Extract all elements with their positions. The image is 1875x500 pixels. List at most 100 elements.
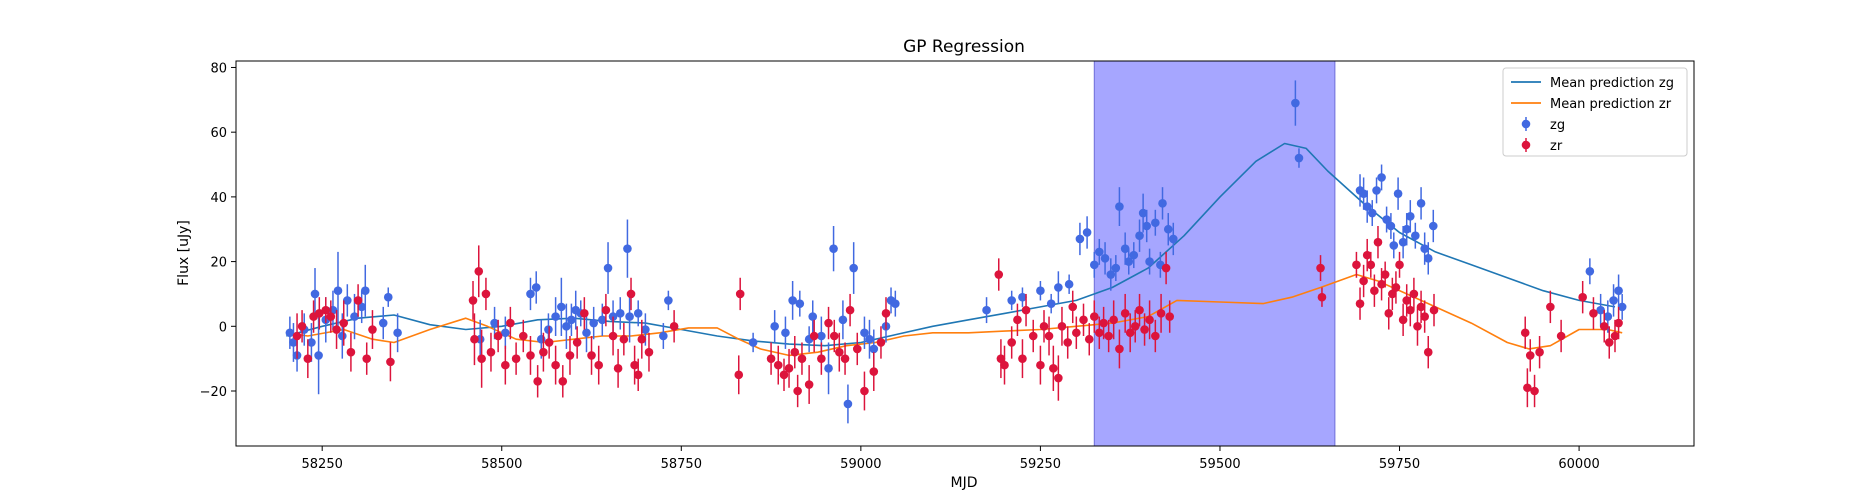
- point-zr: [587, 351, 596, 360]
- point-zg: [1406, 211, 1415, 221]
- point-zg: [808, 312, 818, 321]
- point-zr: [835, 347, 844, 357]
- point-zg: [829, 244, 838, 253]
- point-zg: [1054, 283, 1063, 292]
- point-zg: [1111, 263, 1121, 273]
- point-zr: [1156, 309, 1166, 318]
- point-zr: [619, 334, 629, 344]
- point-zg: [562, 321, 571, 331]
- point-zr: [1317, 292, 1327, 302]
- point-zr: [1420, 312, 1429, 321]
- point-zg: [536, 334, 546, 344]
- point-zg: [1411, 231, 1420, 241]
- x-tick-label: 58500: [481, 457, 522, 472]
- point-zg: [1402, 224, 1412, 234]
- point-zr: [1429, 305, 1439, 315]
- point-zr: [1130, 321, 1140, 331]
- point-zg: [1609, 296, 1618, 305]
- point-zg: [1163, 224, 1173, 234]
- point-zg: [1416, 199, 1426, 208]
- point-zg: [641, 325, 650, 334]
- point-zr: [809, 331, 819, 341]
- point-zg: [1291, 98, 1300, 108]
- point-zr: [477, 354, 486, 363]
- point-zg: [1120, 244, 1130, 253]
- point-zr: [1151, 331, 1160, 341]
- point-zr: [773, 360, 783, 370]
- point-zg: [748, 338, 758, 347]
- point-zr: [1072, 328, 1081, 338]
- point-zr: [1395, 260, 1404, 270]
- point-zr: [829, 331, 839, 341]
- point-zr: [793, 386, 802, 396]
- point-zr: [1054, 373, 1063, 383]
- point-zr: [1416, 302, 1426, 312]
- point-zg: [1372, 186, 1381, 195]
- point-zr: [1099, 318, 1108, 328]
- legend: Mean prediction zg Mean prediction zr zg zr: [1502, 67, 1688, 157]
- point-zr: [292, 331, 302, 341]
- point-zg: [1585, 266, 1595, 276]
- point-zg: [1095, 247, 1104, 257]
- point-zg: [891, 299, 900, 308]
- point-zg: [1158, 199, 1167, 208]
- point-zr: [1021, 305, 1031, 315]
- point-zr: [1352, 260, 1361, 270]
- point-zr: [501, 360, 510, 370]
- point-zr: [637, 334, 647, 344]
- point-zr: [1366, 260, 1376, 270]
- point-zg: [633, 309, 643, 318]
- point-zr: [626, 289, 636, 299]
- point-zr: [840, 354, 850, 363]
- point-zr: [1115, 344, 1124, 354]
- point-zg: [1115, 202, 1124, 211]
- point-zg: [603, 263, 613, 273]
- point-zg: [1428, 221, 1438, 231]
- point-zr: [734, 370, 744, 380]
- x-tick-label: 59500: [1199, 457, 1240, 472]
- point-zr: [779, 370, 789, 380]
- point-zg: [378, 318, 388, 328]
- point-zr: [784, 364, 794, 373]
- point-zr: [353, 296, 363, 305]
- point-zg: [1359, 189, 1368, 198]
- point-zr: [1084, 334, 1094, 344]
- point-zr: [1000, 360, 1009, 370]
- point-zg: [357, 302, 366, 312]
- point-zr: [1013, 315, 1022, 325]
- point-zr: [804, 380, 814, 389]
- point-zr: [797, 354, 807, 363]
- point-zg: [1423, 254, 1433, 263]
- point-zr: [1089, 312, 1099, 321]
- point-zg: [1420, 244, 1429, 253]
- point-zr: [1423, 347, 1433, 357]
- point-zr: [572, 338, 582, 347]
- point-zg: [1106, 270, 1116, 279]
- series-zg: [285, 80, 1627, 424]
- y-axis-label: Flux [uJy]: [176, 220, 192, 286]
- point-zg: [1617, 302, 1627, 312]
- point-zr: [1165, 312, 1174, 321]
- point-zg: [1362, 202, 1372, 211]
- point-zr: [1068, 302, 1078, 312]
- point-zg: [659, 331, 668, 341]
- point-zg: [1386, 221, 1396, 231]
- point-zr: [1140, 325, 1149, 334]
- point-zg: [314, 351, 323, 360]
- point-zg: [589, 318, 598, 328]
- point-zg: [557, 302, 566, 312]
- point-zr: [845, 305, 855, 315]
- point-zr: [613, 364, 623, 373]
- point-zr: [470, 334, 479, 344]
- point-zr: [1145, 315, 1154, 325]
- point-zr: [1556, 331, 1566, 341]
- point-zg: [1100, 254, 1110, 263]
- point-zr: [1520, 328, 1530, 338]
- point-zr: [539, 347, 548, 357]
- point-zg: [337, 331, 347, 341]
- point-zr: [339, 318, 349, 328]
- point-zg: [551, 312, 560, 321]
- point-zg: [869, 344, 879, 354]
- x-tick-label: 59750: [1379, 457, 1420, 472]
